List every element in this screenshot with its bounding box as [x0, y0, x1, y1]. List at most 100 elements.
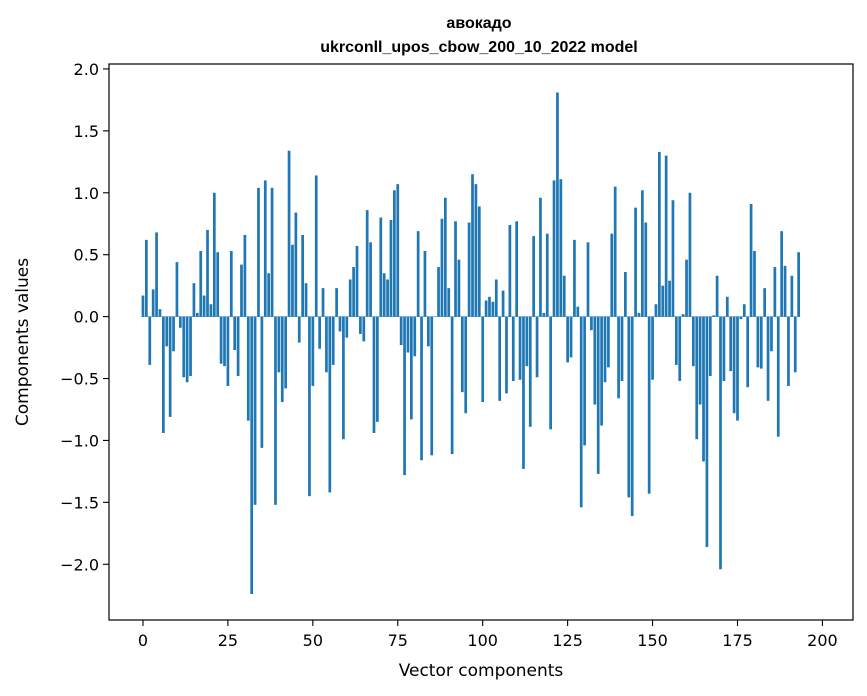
bar-17 [199, 250, 203, 317]
bar-173 [729, 316, 733, 372]
x-tick-label: 125 [552, 631, 583, 650]
y-tick-label: 1.5 [74, 122, 99, 141]
bar-79 [410, 316, 413, 420]
bar-128 [576, 306, 580, 317]
bar-13 [185, 316, 189, 383]
bar-36 [263, 180, 267, 317]
bar-181 [756, 316, 760, 368]
x-tick-label: 175 [722, 631, 753, 650]
bar-120 [549, 316, 552, 430]
bar-21 [212, 192, 216, 317]
bar-75 [396, 184, 400, 317]
bar-177 [742, 304, 746, 317]
bar-61 [348, 279, 352, 317]
bar-141 [620, 316, 624, 381]
bar-138 [610, 233, 614, 317]
x-tick-label: 50 [303, 631, 323, 650]
bar-20 [209, 304, 213, 317]
bar-132 [590, 316, 593, 331]
bar-42 [284, 316, 288, 389]
bar-109 [511, 316, 515, 381]
bar-89 [443, 197, 447, 317]
y-tick-label: 0.5 [74, 246, 99, 265]
bar-105 [498, 316, 502, 401]
bar-108 [508, 224, 512, 317]
bar-115 [532, 236, 536, 317]
bar-34 [257, 187, 260, 317]
bar-37 [267, 273, 271, 317]
bar-139 [613, 186, 617, 317]
bar-157 [674, 316, 678, 365]
bar-15 [192, 283, 196, 317]
bar-169 [715, 275, 719, 317]
bar-27 [233, 316, 237, 351]
bar-41 [280, 316, 284, 403]
bar-103 [491, 301, 495, 317]
bar-142 [624, 272, 627, 317]
bar-113 [525, 316, 529, 367]
bar-67 [369, 242, 372, 317]
bar-190 [787, 316, 790, 386]
bar-51 [314, 175, 318, 317]
bar-170 [719, 316, 722, 570]
y-tick-label: 0.0 [74, 308, 99, 327]
bar-112 [522, 316, 525, 469]
bar-45 [294, 212, 298, 317]
y-axis-ticks: −2.0 −1.5 −1.0 −0.5 0.0 0.5 1.0 1.5 2.0 [60, 60, 109, 574]
bar-167 [708, 316, 712, 377]
bar-18 [202, 295, 206, 317]
bar-59 [342, 316, 345, 440]
bar-38 [270, 187, 274, 317]
bar-68 [372, 316, 376, 434]
bar-65 [362, 316, 366, 342]
bar-144 [630, 316, 634, 516]
bar-145 [634, 207, 637, 317]
bar-33 [253, 316, 257, 505]
bar-74 [393, 190, 396, 317]
bar-136 [603, 316, 607, 383]
bar-57 [335, 288, 338, 317]
bar-187 [776, 316, 780, 437]
bar-76 [399, 316, 403, 346]
x-tick-label: 200 [807, 631, 838, 650]
bar-95 [464, 316, 468, 414]
bar-39 [274, 316, 277, 505]
bar-155 [668, 280, 671, 317]
bar-161 [688, 192, 692, 317]
bar-164 [698, 316, 702, 405]
bar-72 [386, 279, 389, 317]
plot-frame [108, 63, 854, 621]
bars-group [141, 92, 800, 594]
bar-85 [430, 316, 434, 456]
bar-123 [559, 179, 563, 317]
bar-163 [695, 316, 699, 440]
bar-175 [736, 316, 739, 421]
chart-subtitle: ukrconll_upos_cbow_200_10_2022 model [320, 39, 637, 56]
bar-69 [376, 316, 379, 422]
bar-153 [661, 285, 665, 317]
bar-91 [450, 316, 454, 455]
bar-152 [658, 151, 661, 317]
bar-101 [484, 300, 488, 317]
bar-81 [416, 231, 420, 317]
bar-78 [406, 316, 410, 353]
bar-26 [229, 250, 233, 317]
bar-19 [206, 229, 209, 317]
bar-47 [301, 234, 304, 317]
bar-56 [331, 316, 335, 365]
bar-102 [488, 296, 491, 317]
bar-64 [359, 316, 362, 334]
bar-53 [321, 288, 325, 317]
bar-63 [355, 246, 359, 317]
bar-150 [651, 316, 654, 380]
bar-104 [494, 279, 498, 317]
bar-100 [481, 316, 485, 403]
bar-5 [158, 309, 162, 317]
bar-83 [423, 250, 427, 317]
bar-84 [426, 316, 430, 347]
bar-55 [328, 316, 332, 493]
bar-185 [770, 316, 773, 352]
bar-44 [291, 244, 294, 317]
bar-126 [569, 316, 573, 358]
